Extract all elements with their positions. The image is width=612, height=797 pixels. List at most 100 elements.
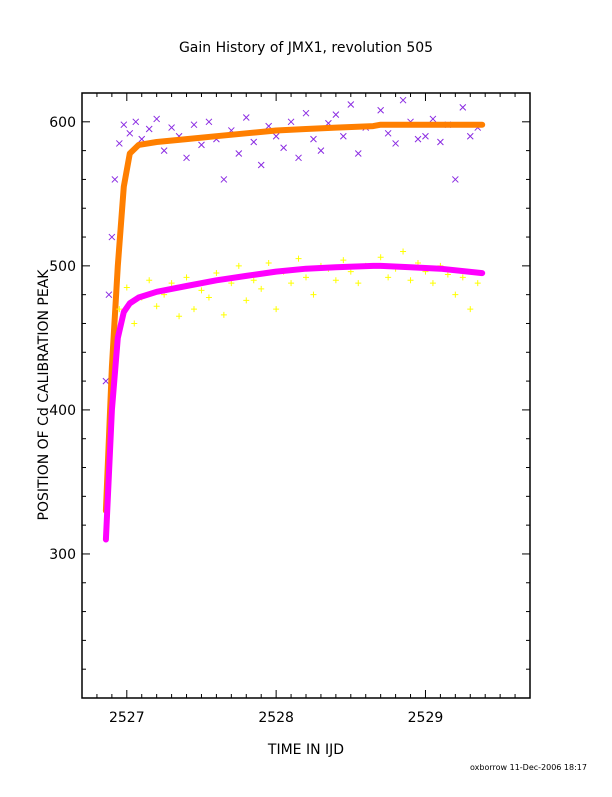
chart-title: Gain History of JMX1, revolution 505: [179, 40, 433, 56]
data-point: [347, 101, 355, 108]
series-3: [102, 262, 486, 543]
data-point: [145, 125, 153, 133]
data-point: [168, 124, 175, 131]
data-point: [220, 311, 227, 318]
data-point: [146, 277, 153, 284]
data-point: [250, 277, 257, 284]
data-point: [310, 291, 317, 298]
data-point: [105, 291, 113, 299]
data-point: [302, 109, 310, 117]
series-1: [102, 121, 486, 514]
y-tick-label: 300: [49, 547, 76, 563]
footer-credit: oxborrow 11-Dec-2006 18:17: [470, 763, 587, 772]
y-tick-label: 600: [49, 115, 76, 131]
data-point: [153, 303, 160, 310]
data-point: [466, 132, 474, 140]
data-point: [377, 106, 385, 114]
data-point: [205, 118, 213, 126]
data-point: [183, 154, 190, 162]
data-point: [384, 129, 392, 137]
y-axis-label: POSITION OF Cd CALIBRATION PEAK: [36, 269, 52, 521]
data-point: [183, 274, 190, 281]
data-point: [102, 377, 110, 385]
plot-frame: [81, 92, 531, 699]
x-tick-label: 2528: [258, 710, 294, 726]
data-point: [250, 138, 258, 146]
data-point: [332, 277, 339, 284]
data-point: [220, 176, 228, 183]
data-point: [280, 144, 287, 152]
data-point: [120, 121, 128, 129]
series-0: [102, 96, 482, 385]
data-point: [399, 96, 407, 104]
y-tick-label: 400: [49, 403, 76, 419]
data-point: [242, 114, 250, 121]
data-point: [429, 280, 436, 287]
data-point: [452, 291, 459, 298]
data-point: [191, 306, 197, 313]
data-point: [126, 129, 134, 137]
data-point: [198, 287, 205, 294]
data-point: [451, 176, 459, 183]
data-point: [168, 280, 175, 287]
data-point: [467, 306, 474, 313]
data-point: [339, 132, 347, 140]
data-point: [400, 248, 407, 255]
data-point: [355, 280, 362, 287]
data-point: [429, 115, 437, 123]
data-point: [160, 147, 168, 154]
data-point: [407, 277, 414, 284]
data-point: [332, 111, 340, 118]
data-point: [111, 176, 119, 183]
data-point: [310, 135, 317, 143]
data-point: [176, 313, 183, 320]
data-point: [377, 254, 384, 261]
data-point: [205, 294, 212, 301]
ticks-layer: 2527 2528 2529 300 400 500 600: [49, 92, 531, 726]
data-point: [228, 280, 235, 287]
fit-line: [102, 262, 486, 543]
data-point: [385, 274, 392, 281]
x-axis-label: TIME IN IJD: [267, 742, 344, 758]
data-point: [132, 118, 140, 126]
data-point: [354, 150, 362, 157]
data-point: [235, 150, 243, 157]
data-point: [153, 115, 161, 123]
data-point: [273, 306, 280, 313]
data-point: [198, 141, 205, 149]
data-point: [257, 161, 265, 169]
y-tick-label: 500: [49, 259, 76, 275]
data-point: [288, 280, 295, 287]
data-point: [131, 320, 138, 327]
data-point: [123, 284, 130, 291]
data-point: [243, 297, 250, 304]
data-point: [213, 270, 220, 277]
data-point: [287, 118, 295, 126]
data-point: [295, 255, 302, 262]
data-point: [258, 285, 265, 292]
data-point: [235, 262, 242, 269]
x-tick-label: 2527: [109, 710, 145, 726]
data-layer: [102, 96, 486, 543]
data-point: [317, 147, 325, 154]
data-point: [340, 257, 347, 264]
data-point: [437, 138, 444, 146]
data-point: [474, 280, 481, 287]
data-point: [115, 140, 123, 147]
data-point: [459, 104, 467, 111]
data-point: [272, 132, 280, 140]
x-tick-label: 2529: [408, 710, 444, 726]
data-point: [392, 140, 399, 147]
data-point: [295, 154, 302, 162]
data-point: [422, 132, 429, 140]
data-point: [108, 233, 116, 241]
data-point: [190, 121, 198, 129]
fit-line: [102, 121, 486, 514]
data-point: [414, 135, 422, 143]
data-point: [459, 274, 466, 281]
data-point: [303, 274, 309, 281]
data-point: [265, 259, 272, 266]
data-point: [116, 306, 123, 313]
